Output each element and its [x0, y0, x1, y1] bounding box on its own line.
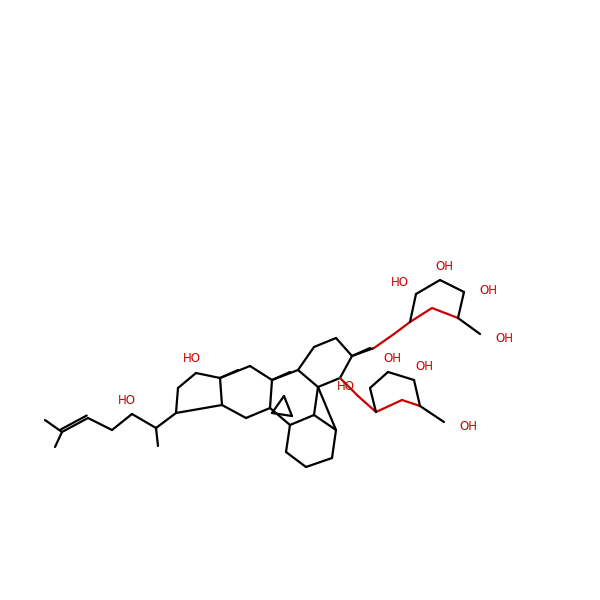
- Text: HO: HO: [118, 394, 136, 407]
- Text: HO: HO: [391, 275, 409, 289]
- Text: OH: OH: [459, 419, 477, 433]
- Text: HO: HO: [337, 379, 355, 392]
- Text: OH: OH: [415, 359, 433, 373]
- Text: OH: OH: [479, 283, 497, 296]
- Text: OH: OH: [383, 352, 401, 364]
- Text: HO: HO: [183, 352, 201, 365]
- Text: OH: OH: [495, 331, 513, 344]
- Text: OH: OH: [435, 259, 453, 272]
